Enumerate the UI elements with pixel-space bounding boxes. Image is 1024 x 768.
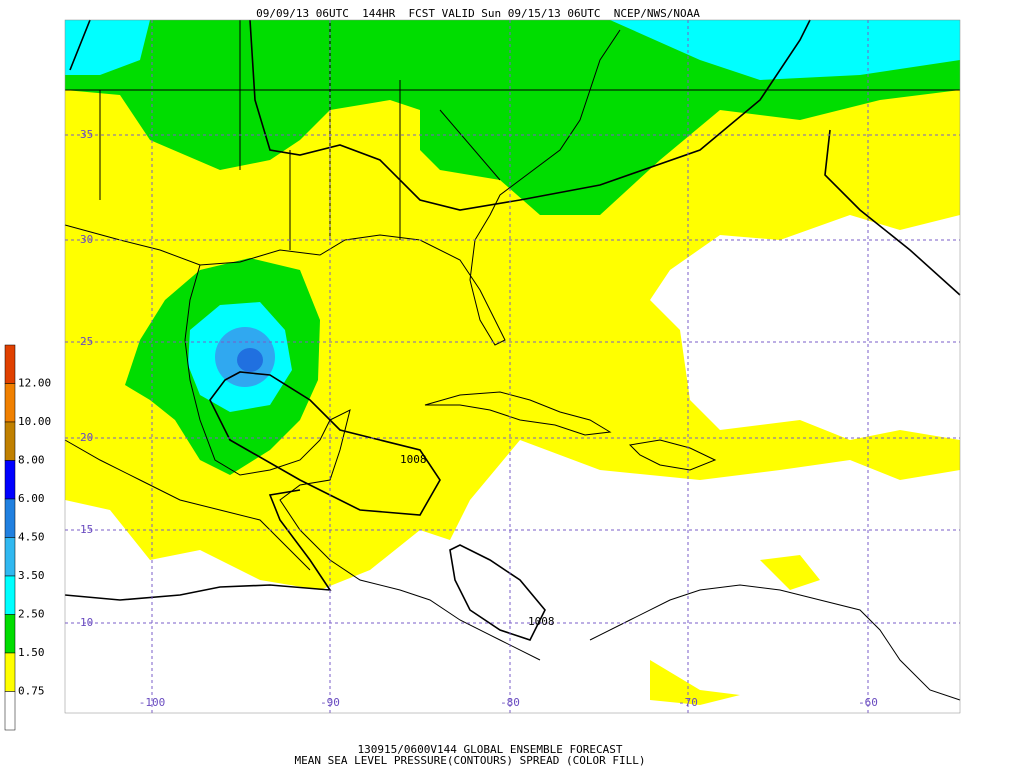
fill-cyan xyxy=(65,20,960,80)
colorbar-label: 4.50 xyxy=(18,531,45,544)
map-frame xyxy=(64,19,961,714)
colorbar-swatch xyxy=(4,421,16,461)
colorbar-swatch xyxy=(4,460,16,500)
colorbar-swatch xyxy=(4,383,16,423)
fill-blue xyxy=(237,348,263,372)
latitude-label: 20 xyxy=(80,431,93,444)
longitude-label: -70 xyxy=(678,696,698,709)
fill-yellow xyxy=(65,20,960,590)
contour-label: 1008 xyxy=(400,453,427,466)
pressure-contours xyxy=(64,19,961,641)
latitude-label: 25 xyxy=(80,335,93,348)
colorbar-swatch xyxy=(4,652,16,692)
coastlines xyxy=(64,20,961,701)
colorbar-label: 1.50 xyxy=(18,646,45,659)
latitude-label: 15 xyxy=(80,523,93,536)
colorbar-swatch xyxy=(4,691,16,731)
colorbar-swatch xyxy=(4,614,16,654)
colorbar-label: 3.50 xyxy=(18,569,45,582)
latitude-label: 35 xyxy=(80,128,93,141)
lat-lon-grid: 35 30 25 20 15 10 -100 -90 -80 -70 -60 1008 1008 xyxy=(65,20,960,713)
longitude-label: -60 xyxy=(858,696,878,709)
colorbar-swatch xyxy=(4,344,16,384)
colorbar-label: 0.75 xyxy=(18,685,45,698)
colorbar-swatch xyxy=(4,498,16,538)
map: 35 30 25 20 15 10 -100 -90 -80 -70 -60 1008 1008 xyxy=(64,19,961,714)
longitude-label: -80 xyxy=(500,696,520,709)
latitude-label: 30 xyxy=(80,233,93,246)
latitude-label: 10 xyxy=(80,616,93,629)
colorbar-label: 8.00 xyxy=(18,454,45,467)
colorbar: 12.00 10.00 8.00 6.00 4.50 3.50 2.50 1.50 0.75 xyxy=(4,344,51,731)
fill-yellow xyxy=(650,555,820,705)
colorbar-label: 6.00 xyxy=(18,492,45,505)
contour-label: 1008 xyxy=(528,615,555,628)
footer-line: 130915/0600V144 GLOBAL ENSEMBLE FORECAST xyxy=(358,743,623,756)
colorbar-swatch xyxy=(4,575,16,615)
footer-line: MEAN SEA LEVEL PRESSURE(CONTOURS) SPREAD… xyxy=(295,754,646,767)
colorbar-label: 12.00 xyxy=(18,377,51,390)
colorbar-label: 2.50 xyxy=(18,608,45,621)
colorbar-swatch xyxy=(4,537,16,577)
colorbar-label: 10.00 xyxy=(18,415,51,428)
longitude-label: -90 xyxy=(320,696,340,709)
header-title: 09/09/13 06UTC 144HR FCST VALID Sun 09/1… xyxy=(256,7,700,20)
longitude-label: -100 xyxy=(139,696,166,709)
